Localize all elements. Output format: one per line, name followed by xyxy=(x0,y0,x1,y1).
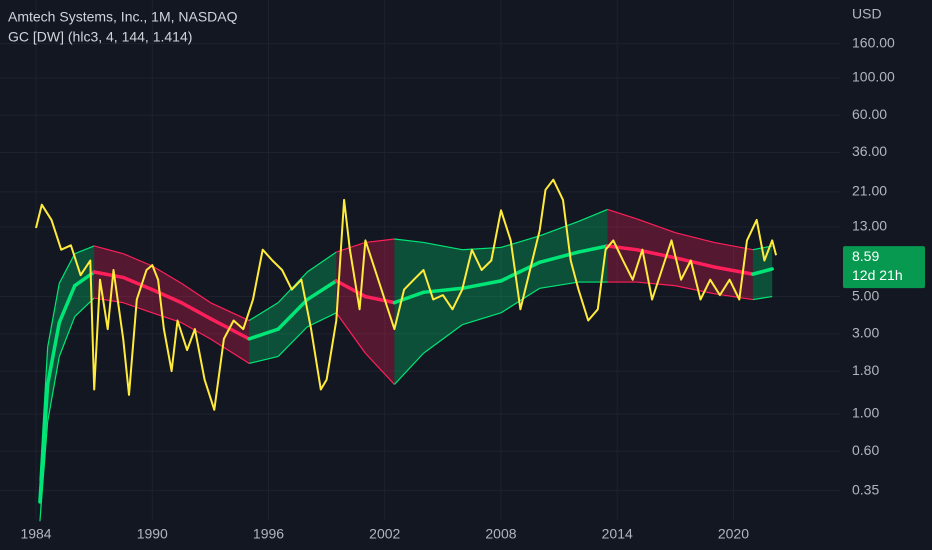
band-midline xyxy=(460,279,503,291)
y-tick-label: 1.00 xyxy=(852,405,879,421)
x-tick-label: 2008 xyxy=(485,526,516,542)
x-tick-label: 2002 xyxy=(369,526,400,542)
band-midline xyxy=(537,250,581,265)
last-price-box xyxy=(843,246,925,289)
x-tick-label: 1996 xyxy=(253,526,284,542)
y-tick-label: 60.00 xyxy=(852,106,887,122)
band-midline xyxy=(673,256,716,269)
band-edge xyxy=(58,316,76,357)
band-edge xyxy=(248,302,279,322)
band-edge xyxy=(423,241,463,251)
y-tick-label: 100.00 xyxy=(852,69,895,85)
band-edge xyxy=(93,245,124,255)
band-edge xyxy=(74,245,95,255)
band-edge xyxy=(393,352,424,385)
band-edge xyxy=(675,232,715,244)
band-midline xyxy=(57,283,77,325)
band-midline xyxy=(38,382,50,504)
band-midline xyxy=(499,260,542,283)
band-midline xyxy=(605,244,639,252)
band-midline xyxy=(247,327,280,341)
band-fill xyxy=(607,209,637,283)
band-edge xyxy=(539,281,579,289)
band-edge xyxy=(578,208,608,222)
y-tick-label: 13.00 xyxy=(852,218,887,234)
plot-area xyxy=(35,178,778,522)
band-edge xyxy=(123,302,153,314)
band-edge xyxy=(210,302,250,322)
band-edge xyxy=(122,253,153,267)
band-midline xyxy=(276,297,310,331)
band-edge xyxy=(500,287,541,314)
band-edge xyxy=(58,253,76,284)
band-midline xyxy=(121,275,155,292)
band-fill xyxy=(423,242,463,354)
y-tick-label: 21.00 xyxy=(852,183,887,199)
x-tick-label: 2020 xyxy=(718,526,749,542)
band-midline xyxy=(92,270,125,280)
band-midline xyxy=(45,320,62,387)
y-tick-label: 160.00 xyxy=(852,34,895,50)
band-edge xyxy=(364,352,395,385)
band-edge xyxy=(423,324,463,354)
band-edge xyxy=(151,265,182,284)
band-edge xyxy=(636,218,676,234)
band-edge xyxy=(47,356,60,422)
band-edge xyxy=(752,295,773,301)
band-fill xyxy=(336,242,366,354)
band-edge xyxy=(539,220,579,237)
band-edge xyxy=(180,282,211,304)
band-fill xyxy=(394,239,424,385)
x-tick-label: 1984 xyxy=(20,526,51,542)
band-fill xyxy=(210,302,250,364)
y-tick-label: 0.60 xyxy=(852,442,879,458)
y-tick-label: 0.35 xyxy=(852,481,879,497)
x-tick-label: 2014 xyxy=(602,526,633,542)
band-edge xyxy=(210,338,250,364)
band-midline xyxy=(150,287,184,305)
band-edge xyxy=(675,285,715,295)
last-price-label: 8.59 xyxy=(852,248,879,264)
y-tick-label: 3.00 xyxy=(852,325,879,341)
y-tick-label: 5.00 xyxy=(852,287,879,303)
band-edge xyxy=(306,251,337,273)
band-edge xyxy=(335,312,366,354)
band-fill xyxy=(365,239,395,385)
band-edge xyxy=(47,283,60,348)
y-tick-label: 1.80 xyxy=(852,362,879,378)
indicator-label: GC [DW] (hlc3, 4, 144, 1.414) xyxy=(8,29,192,45)
band-edge xyxy=(277,326,308,357)
x-tick-label: 1990 xyxy=(137,526,168,542)
band-edge xyxy=(607,208,637,220)
price-line xyxy=(35,178,778,411)
band-edge xyxy=(365,238,395,244)
band-edge xyxy=(462,312,502,326)
band-midline xyxy=(712,265,755,276)
band-midline xyxy=(363,294,397,305)
band-midline xyxy=(179,300,213,321)
band-edge xyxy=(39,421,49,522)
axes: 160.00 100.00 60.00 36.00 21.00 13.00 5.00 3.00… xyxy=(20,34,925,542)
band-edge xyxy=(306,312,337,328)
grid xyxy=(0,0,840,520)
band-midline xyxy=(751,267,774,276)
band-fill xyxy=(578,209,608,283)
countdown-label: 12d 21h xyxy=(852,267,903,283)
y-tick-label: 36.00 xyxy=(852,143,887,159)
band-midline xyxy=(576,244,610,254)
band-fill xyxy=(500,235,540,313)
band-edge xyxy=(248,355,279,365)
chart-title: Amtech Systems, Inc., 1M, NASDAQ xyxy=(8,9,238,25)
band-midline xyxy=(305,279,339,302)
band-edge xyxy=(394,238,424,244)
band-midline xyxy=(392,290,426,305)
band-edge xyxy=(636,281,676,287)
y-axis-label: USD xyxy=(852,6,882,22)
band-edge xyxy=(500,235,540,249)
